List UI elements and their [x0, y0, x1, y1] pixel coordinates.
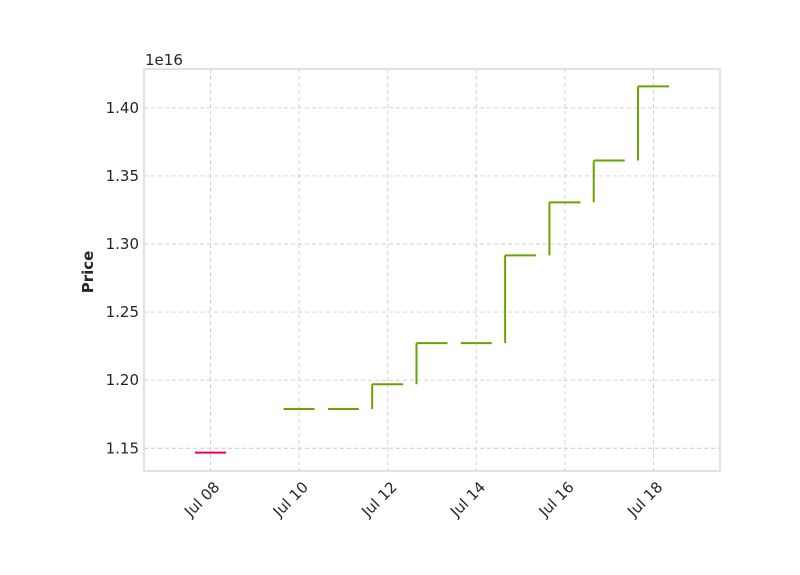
x-tick-label: Jul 16 — [535, 478, 578, 521]
plot-background — [144, 69, 720, 471]
x-axis-ticks: Jul 08 Jul 10 Jul 12 Jul 14 Jul 16 Jul 18 — [180, 478, 666, 521]
plot-frame — [143, 68, 721, 472]
y-tick-label: 1.30 — [106, 235, 139, 253]
y-tick-label: 1.15 — [106, 439, 139, 457]
price-series — [194, 85, 670, 454]
y-axis-title: Price — [79, 251, 97, 294]
y-tick-label: 1.40 — [106, 99, 139, 117]
y-tick-label: 1.35 — [106, 167, 139, 185]
grid — [144, 69, 720, 471]
y-offset-label: 1e16 — [145, 51, 183, 69]
x-tick-label: Jul 12 — [357, 478, 400, 521]
y-axis-ticks: 1.15 1.20 1.25 1.30 1.35 1.40 — [106, 99, 139, 457]
y-tick-label: 1.25 — [106, 303, 139, 321]
y-tick-label: 1.20 — [106, 371, 139, 389]
x-tick-label: Jul 14 — [446, 478, 489, 521]
x-tick-label: Jul 10 — [269, 478, 312, 521]
x-tick-label: Jul 08 — [180, 478, 223, 521]
x-tick-label: Jul 18 — [623, 478, 666, 521]
